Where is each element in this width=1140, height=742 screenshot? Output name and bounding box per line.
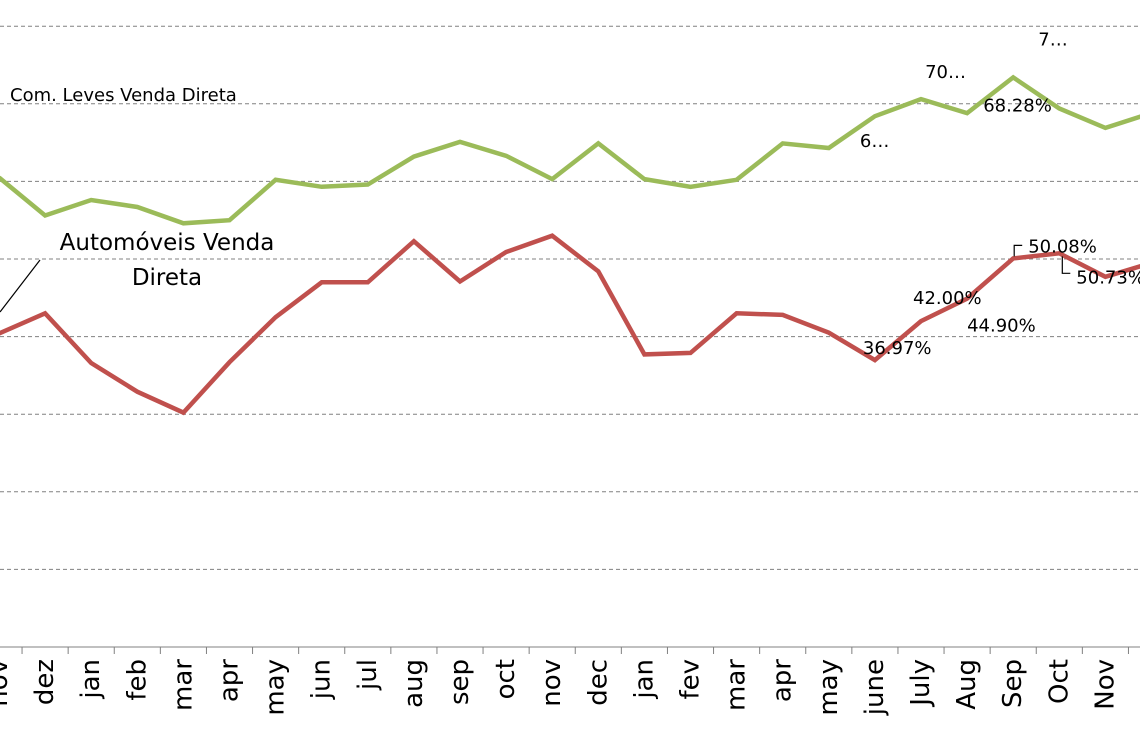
x-tick-label: apr: [768, 659, 798, 702]
x-tick-label: aug: [399, 659, 429, 708]
x-tick-label: Oct: [1044, 659, 1074, 704]
series-labels: Com. Leves Venda Direta Automóveis Venda…: [0, 85, 275, 313]
gridlines: [0, 25, 1140, 570]
x-tick-label: dez: [30, 659, 60, 705]
series-label-line: Direta: [132, 265, 202, 291]
x-tick-label: dec: [583, 659, 613, 706]
series-line-1: [0, 233, 1140, 416]
x-tick-label: nov: [537, 659, 567, 707]
x-tick-label: jan: [629, 659, 659, 700]
series-line-0: [0, 74, 1140, 226]
x-tick-label: July: [906, 659, 936, 708]
data-label: 50.73%: [1076, 267, 1140, 288]
x-tick-label: Aug: [952, 659, 982, 710]
x-tick-label: june: [860, 659, 890, 716]
x-tick-label: fev: [676, 659, 706, 700]
data-label: 4…: [1138, 271, 1140, 292]
x-tick-label: Nov: [1090, 659, 1120, 710]
data-label: 68.28%: [983, 95, 1052, 116]
data-label-leader: [1013, 244, 1023, 257]
data-label: 7…: [1038, 30, 1067, 51]
x-tick-label: Sep: [998, 659, 1028, 708]
data-label: 44.90%: [967, 316, 1036, 337]
series-label-leader: [0, 259, 41, 313]
data-label-leader: [1061, 256, 1071, 274]
x-tick-label: nov: [0, 659, 14, 707]
series-lines: [0, 74, 1140, 416]
x-tick-label: feb: [122, 659, 152, 701]
x-tick-label: jul: [353, 659, 383, 691]
series-label-line: Automóveis Venda: [60, 230, 275, 256]
x-tick-label: may: [814, 659, 844, 716]
x-tick-label: jun: [307, 659, 337, 700]
data-label: 42.00%: [913, 288, 982, 309]
x-tick-label: sep: [445, 659, 475, 705]
data-label: 70…: [925, 62, 966, 83]
x-tick-label: jan: [76, 659, 106, 700]
x-tick-label: mar: [722, 659, 752, 711]
data-labels: 36.97% 42.00% 44.90% 50.08% 50.73%4… 6… 70… 68.…: [860, 30, 1140, 360]
x-axis: nov dez jan feb mar apr may jun jul aug sep oct nov d…: [0, 646, 1140, 716]
x-tick-label: may: [261, 659, 291, 716]
x-tick-label: mar: [168, 659, 198, 711]
data-label: 6…: [860, 131, 889, 152]
x-tick-label: apr: [215, 659, 245, 702]
series-label-com-leves: Com. Leves Venda Direta: [10, 85, 237, 106]
data-label: 50.08%: [1028, 236, 1097, 257]
series-label-automoveis: Automóveis Venda Direta: [60, 230, 275, 291]
x-tick-label: oct: [491, 659, 521, 699]
data-label: 36.97%: [863, 338, 932, 359]
